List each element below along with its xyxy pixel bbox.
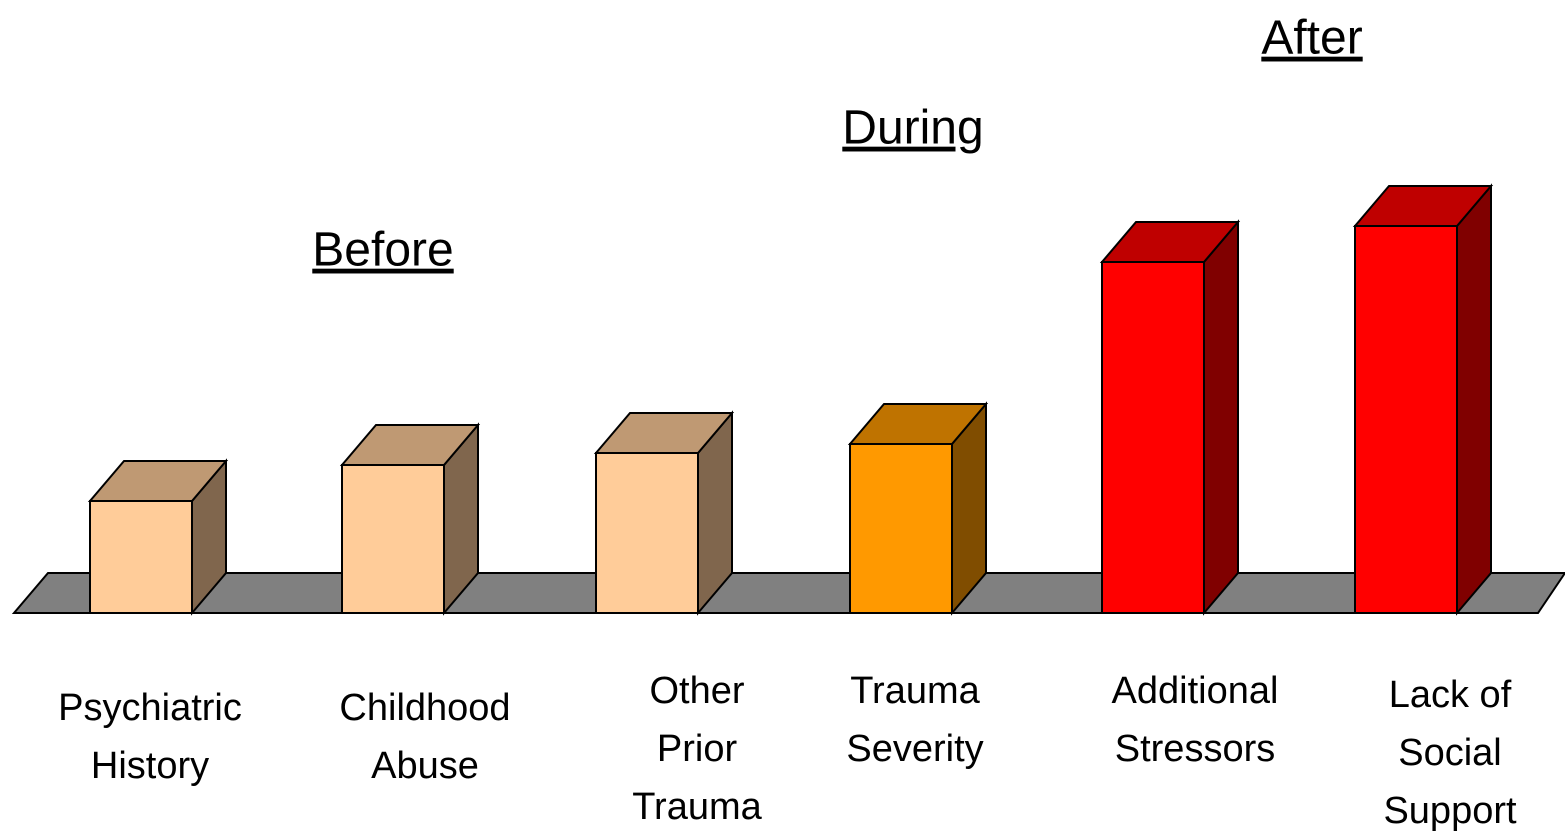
label-line: Stressors — [1115, 728, 1275, 770]
group-label: During — [842, 102, 983, 155]
group-label: Before — [312, 224, 453, 277]
x-tick-label: Psychiatric History — [58, 687, 242, 787]
label-line: Prior — [657, 728, 738, 770]
bar — [1099, 219, 1241, 616]
label-line: Other — [649, 670, 744, 712]
label-line: Psychiatric — [58, 687, 242, 729]
label-line: Severity — [846, 728, 983, 770]
x-tick-label: Trauma Severity — [846, 670, 983, 770]
x-tick-label: Childhood Abuse — [339, 687, 510, 787]
bar-front — [849, 443, 953, 614]
group-label: After — [1261, 12, 1362, 65]
label-line: Social — [1398, 732, 1502, 774]
x-tick-label: Lack of Social Support — [1383, 674, 1517, 832]
bar — [87, 458, 229, 616]
floor — [11, 572, 1565, 614]
label-line: Support — [1383, 790, 1517, 832]
label-line: Childhood — [339, 687, 510, 729]
bar-front — [1101, 261, 1205, 614]
bar-front — [1354, 225, 1458, 614]
bar-front — [595, 452, 699, 614]
bar-side — [1203, 219, 1239, 616]
label-line: Additional — [1112, 670, 1279, 712]
bar — [339, 422, 481, 616]
bar-front — [341, 464, 445, 614]
bar-side — [1456, 183, 1492, 616]
bar-front — [89, 500, 193, 614]
label-line: Abuse — [371, 745, 479, 787]
bar — [1352, 183, 1494, 616]
x-tick-label: Additional Stressors — [1112, 670, 1279, 770]
bar — [847, 401, 989, 616]
label-line: Trauma — [632, 786, 762, 828]
label-line: Trauma — [850, 670, 980, 712]
x-tick-label: Other Prior Trauma — [632, 670, 762, 828]
bar — [593, 410, 735, 616]
label-line: History — [91, 745, 209, 787]
label-line: Lack of — [1389, 674, 1512, 716]
